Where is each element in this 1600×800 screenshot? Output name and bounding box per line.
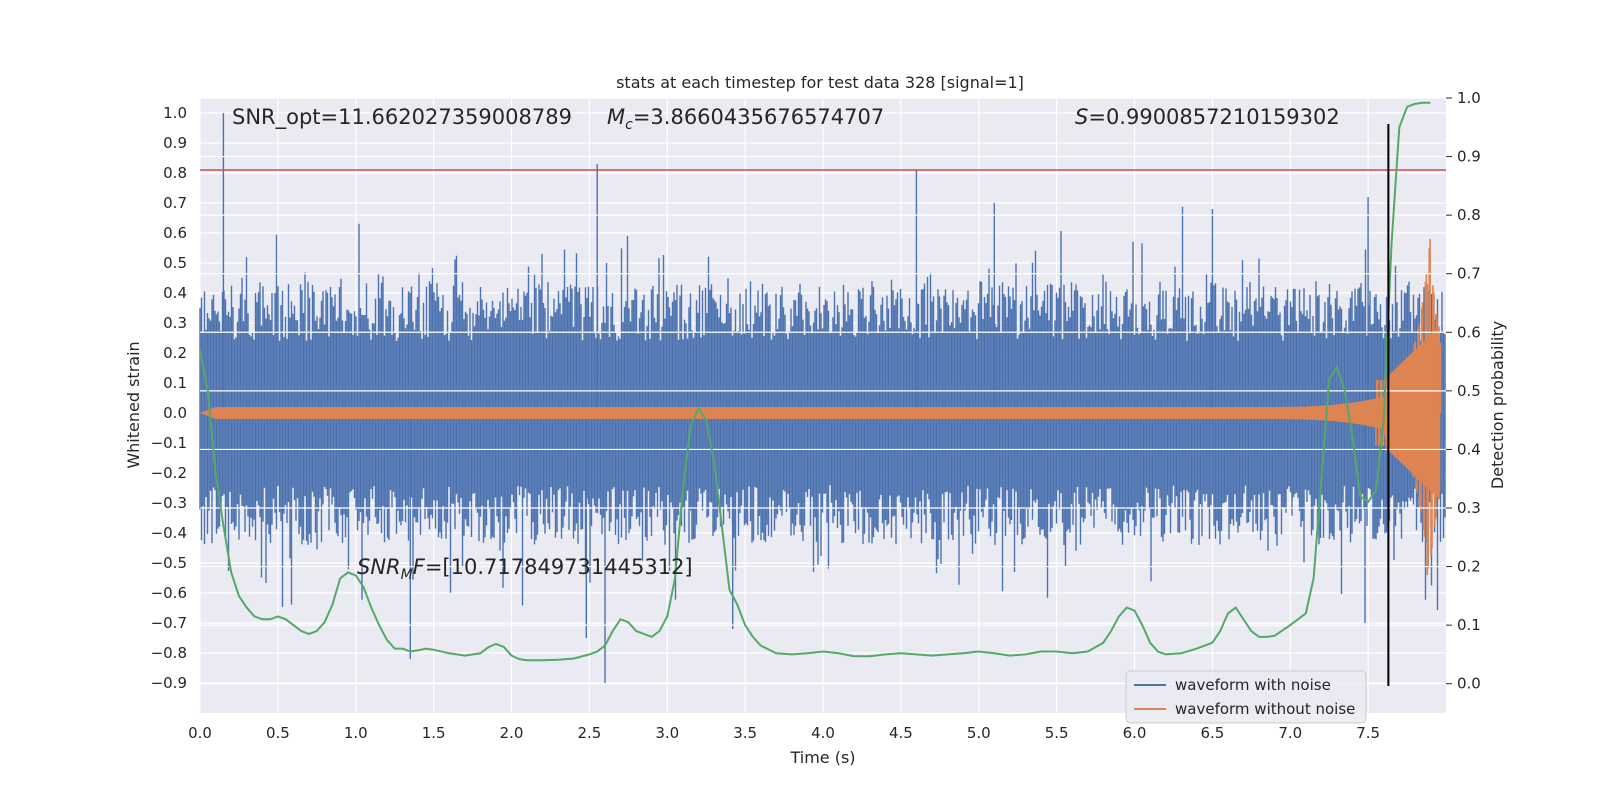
x-tick-label: 2.5 — [577, 724, 601, 742]
x-tick-label: 3.5 — [733, 724, 757, 742]
chart-title: stats at each timestep for test data 328… — [616, 73, 1024, 92]
y-right-tick-label: 0.6 — [1457, 323, 1481, 341]
s-annotation: S=0.9900857210159302 — [1075, 105, 1340, 129]
y-tick-label: 0.3 — [163, 314, 187, 332]
y-right-tick-label: 0.1 — [1457, 616, 1481, 634]
snr-mf-value: =[10.717849731445312] — [425, 555, 693, 579]
x-tick-labels: 0.0 0.5 1.0 1.5 2.0 2.5 3.0 3.5 4.0 4.5 5.0 5.5 6.0 6… — [188, 724, 1380, 742]
x-tick-label: 1.5 — [422, 724, 446, 742]
chirp-mass-value: =3.8660435676574707 — [633, 105, 884, 129]
chirp-mass-subscript: c — [625, 117, 633, 133]
y-right-tick-label: 0.3 — [1457, 499, 1481, 517]
legend-label-noise: waveform with noise — [1175, 676, 1331, 694]
x-tick-label: 6.5 — [1200, 724, 1224, 742]
legend: waveform with noise waveform without noi… — [1125, 670, 1367, 724]
clean-trace-band — [200, 326, 1440, 500]
y-tick-label: −0.2 — [151, 464, 187, 482]
snr-mf-suffix: F — [413, 555, 426, 579]
x-tick-label: 2.0 — [500, 724, 524, 742]
x-tick-label: 7.0 — [1278, 724, 1302, 742]
x-tick-label: 0.5 — [266, 724, 290, 742]
y-tick-labels: 1.0 0.9 0.8 0.7 0.6 0.5 0.4 0.3 0.2 0.1 0.0 −0.1 −0.… — [151, 104, 187, 692]
chirp-mass-annotation: Mc=3.8660435676574707 — [607, 105, 884, 133]
x-axis-label: Time (s) — [789, 748, 855, 767]
y-right-axis-label: Detection probability — [1488, 321, 1507, 489]
y-tick-label: −0.6 — [151, 584, 187, 602]
snr-mf-symbol: SNR — [357, 555, 401, 579]
y-tick-label: −0.9 — [151, 674, 187, 692]
x-tick-label: 5.5 — [1045, 724, 1069, 742]
y-tick-label: −0.1 — [151, 434, 187, 452]
y-tick-label: −0.8 — [151, 644, 187, 662]
chirp-mass-symbol: M — [607, 105, 625, 129]
y-right-tick-label: 0.8 — [1457, 206, 1481, 224]
y-tick-label: 0.7 — [163, 194, 187, 212]
x-tick-label: 1.0 — [344, 724, 368, 742]
s-value: =0.9900857210159302 — [1088, 105, 1339, 129]
y-right-tick-label: 0.0 — [1457, 675, 1481, 693]
x-tick-label: 4.0 — [811, 724, 835, 742]
y-tick-label: −0.7 — [151, 614, 187, 632]
y-tick-label: 0.8 — [163, 164, 187, 182]
x-tick-label: 0.0 — [188, 724, 212, 742]
y-right-tick-label: 0.5 — [1457, 382, 1481, 400]
y-tick-label: −0.3 — [151, 494, 187, 512]
y-tick-label: 0.5 — [163, 254, 187, 272]
y-right-tick-label: 0.7 — [1457, 265, 1481, 283]
y-tick-label: 0.9 — [163, 134, 187, 152]
x-tick-label: 5.0 — [967, 724, 991, 742]
y-right-tick-label: 0.2 — [1457, 558, 1481, 576]
y-tick-label: 0.2 — [163, 344, 187, 362]
y-right-tick-label: 0.9 — [1457, 148, 1481, 166]
probability-grid — [200, 97, 1446, 685]
y-axis-label: Whitened strain — [124, 341, 143, 468]
y-tick-label: −0.5 — [151, 554, 187, 572]
snr-mf-subscript: M — [401, 567, 413, 583]
y-right-tick-label: 0.4 — [1457, 440, 1481, 458]
legend-label-clean: waveform without noise — [1175, 700, 1355, 718]
x-tick-label: 3.0 — [655, 724, 679, 742]
y-tick-label: 0.4 — [163, 284, 187, 302]
x-tick-label: 6.0 — [1123, 724, 1147, 742]
snr-opt-annotation: SNR_opt=11.662027359008789 — [232, 105, 572, 130]
y-right-tick-label: 1.0 — [1457, 89, 1481, 107]
x-tick-label: 7.5 — [1356, 724, 1380, 742]
x-tick-label: 4.5 — [889, 724, 913, 742]
y-tick-label: −0.4 — [151, 524, 187, 542]
y-tick-label: 0.0 — [163, 404, 187, 422]
legend-box — [1125, 670, 1367, 724]
y-tick-label: 1.0 — [163, 104, 187, 122]
y-tick-label: 0.6 — [163, 224, 187, 242]
series-detection-probability — [199, 101, 1431, 662]
s-symbol: S — [1075, 105, 1088, 129]
y-tick-label: 0.1 — [163, 374, 187, 392]
snr-mf-annotation: SNRMF=[10.717849731445312] — [357, 555, 693, 583]
y-right-tick-labels: 1.0 0.9 0.8 0.7 0.6 0.5 0.4 0.3 0.2 0.1 0.0 — [1446, 89, 1481, 693]
